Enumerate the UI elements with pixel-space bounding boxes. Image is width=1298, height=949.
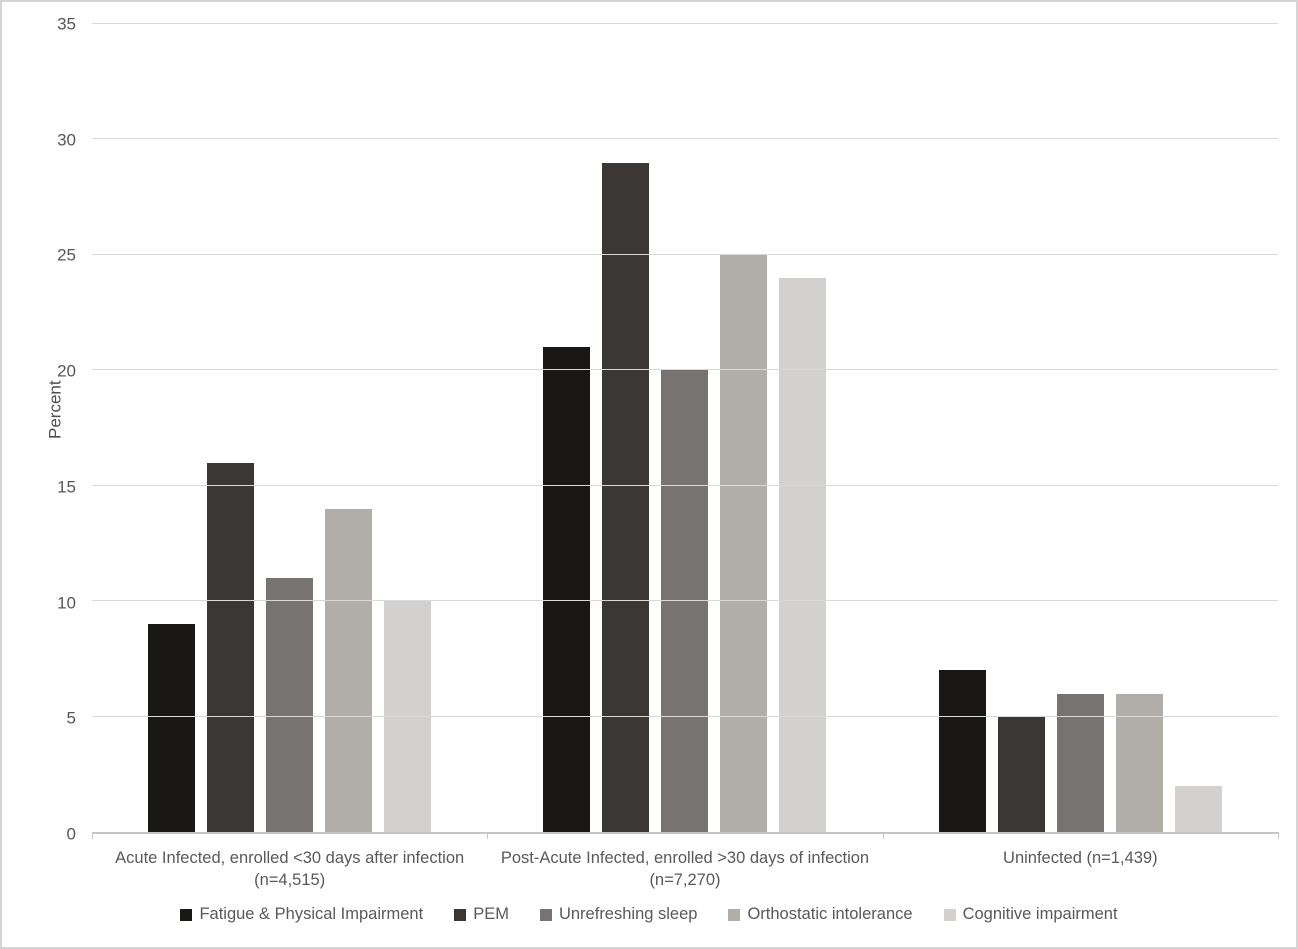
y-tick-label-25: 25 bbox=[57, 245, 76, 265]
bar-fatigue-physical-impairment-group-1 bbox=[148, 624, 196, 832]
bar-orthostatic-intolerance-group-3 bbox=[1115, 693, 1163, 832]
bar-cognitive-impairment-group-2 bbox=[779, 277, 827, 832]
y-tick-label-10: 10 bbox=[57, 593, 76, 613]
gridline-30 bbox=[92, 138, 1278, 140]
y-tick-label-20: 20 bbox=[57, 361, 76, 381]
y-tick-label-5: 5 bbox=[66, 708, 76, 728]
bar-fatigue-physical-impairment-group-2 bbox=[543, 347, 591, 832]
bar-fatigue-physical-impairment-group-3 bbox=[938, 670, 986, 832]
legend-swatch-icon bbox=[943, 908, 956, 921]
legend-swatch-icon bbox=[454, 908, 467, 921]
y-axis-ticks: 0 5 10 15 20 25 30 35 bbox=[14, 16, 76, 843]
gridline-10 bbox=[92, 600, 1278, 602]
gridline-25 bbox=[92, 253, 1278, 255]
legend: Fatigue & Physical Impairment PEM Unrefr… bbox=[2, 905, 1296, 924]
bar-group-3 bbox=[883, 24, 1278, 832]
legend-item-orthostatic-intolerance: Orthostatic intolerance bbox=[728, 905, 913, 924]
bar-orthostatic-intolerance-group-2 bbox=[720, 254, 768, 832]
legend-swatch-icon bbox=[180, 908, 193, 921]
bar-cognitive-impairment-group-3 bbox=[1174, 785, 1222, 832]
bar-pem-group-3 bbox=[997, 716, 1045, 832]
legend-item-pem: PEM bbox=[454, 905, 509, 924]
legend-item-unrefreshing-sleep: Unrefreshing sleep bbox=[539, 905, 697, 924]
x-axis-tick-3 bbox=[1278, 832, 1279, 839]
bar-unrefreshing-sleep-group-3 bbox=[1056, 693, 1104, 832]
y-tick-label-0: 0 bbox=[66, 824, 76, 844]
gridline-15 bbox=[92, 484, 1278, 486]
category-label-n: (n=4,515) bbox=[254, 871, 326, 890]
legend-item-fatigue: Fatigue & Physical Impairment bbox=[180, 905, 423, 924]
plot-area bbox=[92, 23, 1279, 839]
category-labels: Acute Infected, enrolled <30 days after … bbox=[92, 847, 1278, 892]
category-label-text: Post-Acute Infected, enrolled >30 days o… bbox=[500, 849, 870, 867]
category-label-text: Acute Infected, enrolled <30 days after … bbox=[115, 849, 465, 867]
bar-group-2 bbox=[487, 24, 882, 832]
x-axis-tick-2 bbox=[882, 832, 884, 839]
gridline-20 bbox=[92, 369, 1278, 371]
x-axis-tick-1 bbox=[487, 832, 489, 839]
bar-group-1 bbox=[92, 24, 487, 832]
y-tick-label-15: 15 bbox=[57, 477, 76, 497]
y-tick-label-30: 30 bbox=[57, 130, 76, 150]
category-label-acute: Acute Infected, enrolled <30 days after … bbox=[92, 847, 487, 892]
bar-pem-group-1 bbox=[207, 462, 255, 832]
gridline-5 bbox=[92, 715, 1278, 717]
gridline-35 bbox=[92, 23, 1278, 24]
bar-cognitive-impairment-group-1 bbox=[384, 601, 432, 832]
y-tick-label-35: 35 bbox=[57, 14, 76, 34]
bar-pem-group-2 bbox=[602, 162, 650, 832]
bar-unrefreshing-sleep-group-1 bbox=[266, 578, 314, 832]
bar-orthostatic-intolerance-group-1 bbox=[325, 508, 373, 832]
bar-groups bbox=[92, 24, 1278, 832]
category-label-uninfected: Uninfected (n=1,439) bbox=[883, 847, 1278, 892]
category-label-post-acute: Post-Acute Infected, enrolled >30 days o… bbox=[487, 847, 882, 892]
category-label-n: (n=7,270) bbox=[649, 871, 721, 890]
x-axis-tick-0 bbox=[92, 832, 93, 839]
category-label-text: Uninfected (n=1,439) bbox=[1003, 849, 1158, 867]
legend-item-cognitive-impairment: Cognitive impairment bbox=[943, 905, 1118, 924]
legend-swatch-icon bbox=[728, 908, 741, 921]
legend-swatch-icon bbox=[539, 908, 552, 921]
